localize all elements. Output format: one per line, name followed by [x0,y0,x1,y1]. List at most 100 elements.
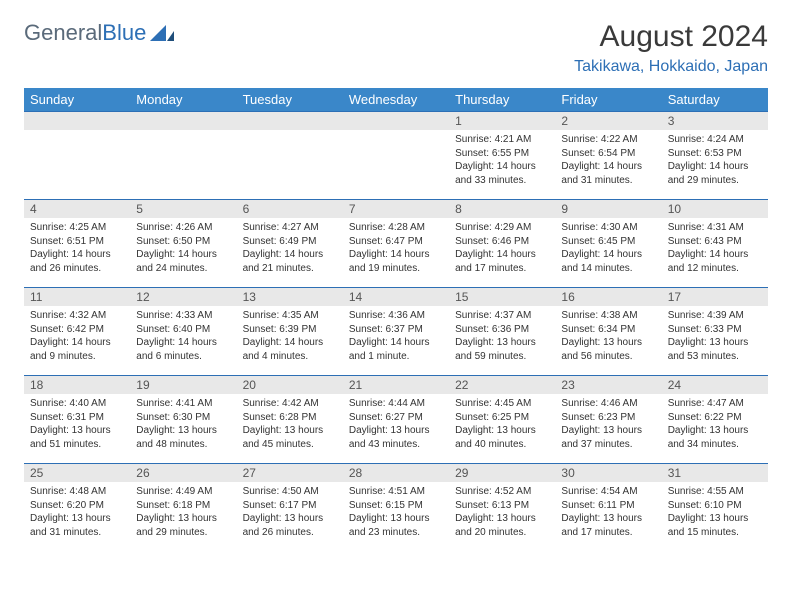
day-line: Sunrise: 4:24 AM [668,133,762,147]
calendar-cell: 26Sunrise: 4:49 AMSunset: 6:18 PMDayligh… [130,464,236,552]
day-line: Sunset: 6:30 PM [136,411,230,425]
day-line: Daylight: 13 hours and 40 minutes. [455,424,549,451]
day-line: Sunset: 6:15 PM [349,499,443,513]
calendar-cell: 27Sunrise: 4:50 AMSunset: 6:17 PMDayligh… [237,464,343,552]
day-number: 25 [24,464,130,482]
day-number: 6 [237,200,343,218]
calendar-week: 11Sunrise: 4:32 AMSunset: 6:42 PMDayligh… [24,288,768,376]
day-line: Sunrise: 4:22 AM [561,133,655,147]
calendar-cell: 4Sunrise: 4:25 AMSunset: 6:51 PMDaylight… [24,200,130,288]
day-line: Sunset: 6:46 PM [455,235,549,249]
calendar-cell: 15Sunrise: 4:37 AMSunset: 6:36 PMDayligh… [449,288,555,376]
day-line: Daylight: 14 hours and 33 minutes. [455,160,549,187]
day-line: Daylight: 14 hours and 4 minutes. [243,336,337,363]
day-details: Sunrise: 4:35 AMSunset: 6:39 PMDaylight:… [237,306,343,369]
day-line: Daylight: 14 hours and 21 minutes. [243,248,337,275]
day-line: Daylight: 14 hours and 9 minutes. [30,336,124,363]
day-number: 28 [343,464,449,482]
day-line: Sunrise: 4:25 AM [30,221,124,235]
calendar-cell: 11Sunrise: 4:32 AMSunset: 6:42 PMDayligh… [24,288,130,376]
calendar-cell [130,112,236,200]
day-details: Sunrise: 4:46 AMSunset: 6:23 PMDaylight:… [555,394,661,457]
day-details: Sunrise: 4:27 AMSunset: 6:49 PMDaylight:… [237,218,343,281]
calendar-cell: 23Sunrise: 4:46 AMSunset: 6:23 PMDayligh… [555,376,661,464]
calendar-cell: 25Sunrise: 4:48 AMSunset: 6:20 PMDayligh… [24,464,130,552]
calendar-cell: 21Sunrise: 4:44 AMSunset: 6:27 PMDayligh… [343,376,449,464]
calendar-cell: 24Sunrise: 4:47 AMSunset: 6:22 PMDayligh… [662,376,768,464]
day-number: 16 [555,288,661,306]
day-number [237,112,343,130]
day-line: Sunset: 6:43 PM [668,235,762,249]
day-line: Daylight: 13 hours and 20 minutes. [455,512,549,539]
day-header: Monday [130,88,236,112]
day-number [343,112,449,130]
day-line: Sunset: 6:42 PM [30,323,124,337]
logo-general: General [24,20,102,45]
day-number: 23 [555,376,661,394]
day-line: Sunrise: 4:46 AM [561,397,655,411]
day-number: 12 [130,288,236,306]
day-details: Sunrise: 4:41 AMSunset: 6:30 PMDaylight:… [130,394,236,457]
day-number: 20 [237,376,343,394]
day-line: Sunset: 6:53 PM [668,147,762,161]
calendar-week: 1Sunrise: 4:21 AMSunset: 6:55 PMDaylight… [24,112,768,200]
day-number [130,112,236,130]
day-line: Sunrise: 4:52 AM [455,485,549,499]
day-line: Sunset: 6:20 PM [30,499,124,513]
month-title: August 2024 [574,20,768,54]
day-line: Sunrise: 4:48 AM [30,485,124,499]
day-line: Daylight: 13 hours and 15 minutes. [668,512,762,539]
day-line: Sunrise: 4:54 AM [561,485,655,499]
sail-icon [150,25,174,41]
day-line: Sunrise: 4:35 AM [243,309,337,323]
day-line: Daylight: 14 hours and 14 minutes. [561,248,655,275]
day-line: Daylight: 13 hours and 37 minutes. [561,424,655,451]
day-line: Daylight: 14 hours and 31 minutes. [561,160,655,187]
day-line: Sunrise: 4:47 AM [668,397,762,411]
day-line: Sunrise: 4:32 AM [30,309,124,323]
day-line: Sunset: 6:45 PM [561,235,655,249]
day-line: Sunset: 6:22 PM [668,411,762,425]
day-details: Sunrise: 4:39 AMSunset: 6:33 PMDaylight:… [662,306,768,369]
day-header: Saturday [662,88,768,112]
day-line: Sunset: 6:11 PM [561,499,655,513]
calendar-cell: 28Sunrise: 4:51 AMSunset: 6:15 PMDayligh… [343,464,449,552]
logo: GeneralBlue [24,20,174,46]
day-line: Sunrise: 4:50 AM [243,485,337,499]
calendar-cell: 3Sunrise: 4:24 AMSunset: 6:53 PMDaylight… [662,112,768,200]
day-line: Sunset: 6:39 PM [243,323,337,337]
day-details: Sunrise: 4:28 AMSunset: 6:47 PMDaylight:… [343,218,449,281]
day-details: Sunrise: 4:26 AMSunset: 6:50 PMDaylight:… [130,218,236,281]
calendar-cell: 12Sunrise: 4:33 AMSunset: 6:40 PMDayligh… [130,288,236,376]
day-line: Sunset: 6:17 PM [243,499,337,513]
day-details: Sunrise: 4:38 AMSunset: 6:34 PMDaylight:… [555,306,661,369]
day-line: Sunrise: 4:36 AM [349,309,443,323]
day-number: 30 [555,464,661,482]
calendar-cell: 14Sunrise: 4:36 AMSunset: 6:37 PMDayligh… [343,288,449,376]
title-block: August 2024 Takikawa, Hokkaido, Japan [574,20,768,76]
day-details: Sunrise: 4:30 AMSunset: 6:45 PMDaylight:… [555,218,661,281]
day-line: Sunrise: 4:41 AM [136,397,230,411]
day-line: Sunset: 6:50 PM [136,235,230,249]
calendar-cell: 31Sunrise: 4:55 AMSunset: 6:10 PMDayligh… [662,464,768,552]
day-line: Sunset: 6:55 PM [455,147,549,161]
day-details: Sunrise: 4:40 AMSunset: 6:31 PMDaylight:… [24,394,130,457]
day-line: Daylight: 14 hours and 12 minutes. [668,248,762,275]
day-details: Sunrise: 4:33 AMSunset: 6:40 PMDaylight:… [130,306,236,369]
calendar-cell: 18Sunrise: 4:40 AMSunset: 6:31 PMDayligh… [24,376,130,464]
calendar-cell: 8Sunrise: 4:29 AMSunset: 6:46 PMDaylight… [449,200,555,288]
day-line: Sunrise: 4:26 AM [136,221,230,235]
day-line: Sunrise: 4:39 AM [668,309,762,323]
day-number: 8 [449,200,555,218]
day-number: 17 [662,288,768,306]
day-details: Sunrise: 4:21 AMSunset: 6:55 PMDaylight:… [449,130,555,193]
day-header: Friday [555,88,661,112]
day-details: Sunrise: 4:31 AMSunset: 6:43 PMDaylight:… [662,218,768,281]
day-details: Sunrise: 4:45 AMSunset: 6:25 PMDaylight:… [449,394,555,457]
day-details: Sunrise: 4:54 AMSunset: 6:11 PMDaylight:… [555,482,661,545]
day-details [343,130,449,139]
day-line: Sunrise: 4:28 AM [349,221,443,235]
day-line: Sunset: 6:23 PM [561,411,655,425]
day-line: Daylight: 13 hours and 23 minutes. [349,512,443,539]
day-number: 22 [449,376,555,394]
